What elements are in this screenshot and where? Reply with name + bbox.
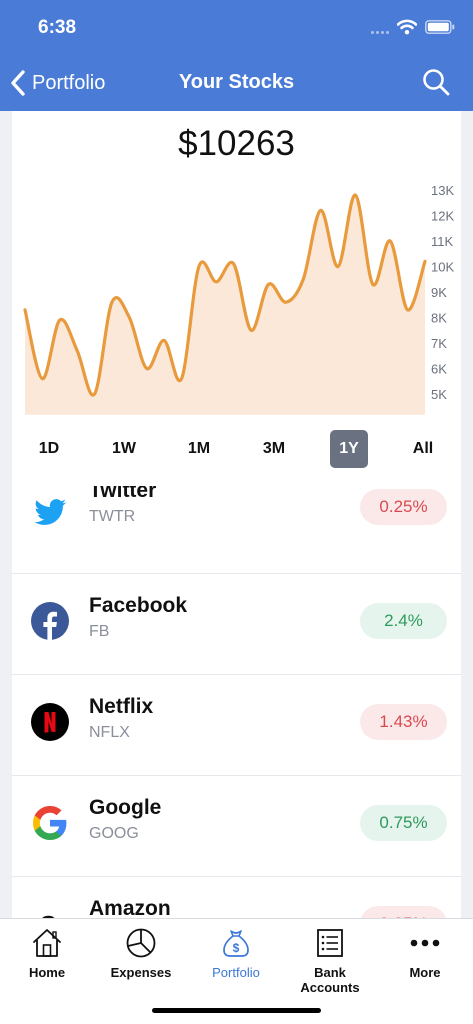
stock-change-badge: 0.25% [360, 906, 447, 918]
range-1y[interactable]: 1Y [330, 430, 368, 468]
tab-label: Home [0, 965, 94, 980]
stock-list: Twitter TWTR 0.25% Facebook FB 2.4% Netf… [12, 486, 461, 918]
pie-chart-icon [125, 927, 157, 959]
chart-point-13 [249, 328, 253, 332]
chart-point-21 [388, 239, 392, 243]
stock-name: Amazon [89, 897, 171, 918]
chart-point-23 [423, 259, 427, 263]
stock-name: Facebook [89, 594, 187, 618]
stock-row-google[interactable]: Google GOOG 0.75% [12, 776, 461, 877]
top-header: 6:38 Portfolio Your Stocks [0, 0, 473, 111]
chart-point-11 [214, 280, 218, 284]
y-tick-label: 6K [431, 362, 447, 377]
chart-point-19 [353, 193, 357, 197]
chevron-left-icon [10, 69, 26, 97]
y-tick-label: 8K [431, 311, 447, 326]
search-icon[interactable] [421, 67, 451, 97]
chart-point-5 [110, 300, 114, 304]
tab-expenses[interactable]: Expenses [94, 927, 188, 987]
google-g-icon [31, 804, 69, 842]
status-time: 6:38 [38, 17, 76, 39]
stock-ticker: TWTR [89, 508, 135, 526]
back-button[interactable]: Portfolio [10, 66, 105, 100]
tab-more[interactable]: More [378, 927, 472, 987]
stock-ticker: FB [89, 623, 109, 641]
range-1d[interactable]: 1D [30, 430, 68, 468]
chart-point-7 [145, 367, 149, 371]
chart-point-0 [23, 308, 27, 312]
battery-icon [425, 20, 455, 34]
y-tick-label: 13K [431, 183, 454, 198]
stock-change-badge: 0.25% [360, 489, 447, 525]
chart-point-20 [371, 282, 375, 286]
amazon-a-icon: a [39, 904, 58, 918]
tab-label: Bank Accounts [283, 965, 377, 995]
stock-row-amazon[interactable]: a Amazon 0.25% [12, 877, 461, 918]
stock-row-facebook[interactable]: Facebook FB 2.4% [12, 574, 461, 675]
tab-label: More [378, 965, 472, 980]
y-tick-label: 10K [431, 260, 454, 275]
chart-point-3 [75, 349, 79, 353]
stock-row-twitter[interactable]: Twitter TWTR 0.25% [12, 486, 461, 574]
chart-point-12 [232, 262, 236, 266]
y-tick-label: 12K [431, 209, 454, 224]
stock-ticker: NFLX [89, 724, 130, 742]
chart-point-22 [406, 308, 410, 312]
stock-change-badge: 2.4% [360, 603, 447, 639]
stock-change-badge: 1.43% [360, 704, 447, 740]
ledger-list-icon [314, 927, 346, 959]
stock-row-netflix[interactable]: Netflix NFLX 1.43% [12, 675, 461, 776]
chart-point-18 [336, 265, 340, 269]
time-range-selector: 1D 1W 1M 3M 1Y All [12, 430, 461, 470]
chart-point-9 [180, 377, 184, 381]
tab-label: Portfolio [189, 965, 283, 980]
chart-point-6 [127, 316, 131, 320]
chart-point-1 [40, 377, 44, 381]
back-button-label: Portfolio [32, 72, 105, 95]
facebook-f-icon [31, 602, 69, 640]
tab-label: Expenses [94, 965, 188, 980]
netflix-n-icon [31, 703, 69, 741]
y-tick-label: 5K [431, 387, 447, 402]
stock-name: Twitter [89, 486, 156, 503]
house-icon [31, 927, 63, 959]
tab-bank-accounts[interactable]: Bank Accounts [283, 927, 377, 987]
range-all[interactable]: All [404, 430, 442, 468]
chart-point-16 [301, 277, 305, 281]
y-tick-label: 11K [431, 234, 453, 249]
cellular-signal-icon [371, 31, 393, 35]
home-indicator [152, 1008, 321, 1013]
y-tick-label: 7K [431, 336, 447, 351]
chart-point-2 [58, 318, 62, 322]
money-bag-icon: $ [220, 927, 252, 959]
stock-name: Google [89, 796, 161, 820]
portfolio-total-value: $10263 [0, 124, 473, 164]
stock-ticker: GOOG [89, 825, 139, 843]
portfolio-chart: 5K 6K 7K 8K 9K 10K 11K 12K 13K [0, 170, 473, 415]
tab-home[interactable]: Home [0, 927, 94, 987]
chart-point-17 [319, 208, 323, 212]
range-3m[interactable]: 3M [255, 430, 293, 468]
chart-point-15 [284, 300, 288, 304]
wifi-icon [397, 19, 417, 35]
y-tick-label: 9K [431, 285, 447, 300]
tab-portfolio[interactable]: $ Portfolio [189, 927, 283, 987]
chart-point-8 [162, 338, 166, 342]
range-1m[interactable]: 1M [180, 430, 218, 468]
twitter-bird-icon [31, 493, 69, 531]
svg-text:$: $ [233, 941, 240, 955]
more-dots-icon [409, 927, 441, 959]
chart-point-4 [93, 392, 97, 396]
range-1w[interactable]: 1W [105, 430, 143, 468]
stock-change-badge: 0.75% [360, 805, 447, 841]
chart-point-10 [197, 265, 201, 269]
stock-name: Netflix [89, 695, 153, 719]
chart-point-14 [266, 282, 270, 286]
